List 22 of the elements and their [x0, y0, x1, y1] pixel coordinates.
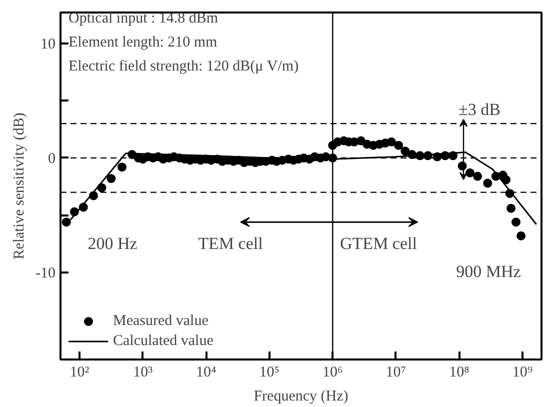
legend-label: Measured value — [113, 312, 208, 330]
x-tick-label: 10⁶ — [322, 364, 343, 380]
y-tick-label: -10 — [36, 265, 56, 282]
x-axis-title: Frequency (Hz) — [254, 388, 348, 404]
x-tick-label: 10⁷ — [386, 364, 406, 380]
annotation: GTEM cell — [340, 234, 418, 253]
x-tick-label: 10² — [70, 364, 90, 380]
x-tick-label: 10⁵ — [259, 364, 280, 380]
annotation: Electric field strength: 120 dB(μ V/m) — [68, 58, 299, 74]
x-tick-label: 10⁹ — [512, 364, 533, 380]
x-tick-label: 10⁴ — [196, 364, 216, 380]
legend-label: Calculated value — [113, 332, 214, 350]
annotation: Element length: 210 mm — [68, 34, 218, 50]
x-tick-label: 10³ — [133, 364, 154, 380]
annotation: 900 MHz — [456, 262, 522, 281]
x-tick-label: 10⁸ — [449, 364, 470, 380]
y-tick-label: 0 — [48, 150, 56, 167]
annotation: 200 Hz — [88, 234, 138, 253]
annotation: ±3 dB — [458, 100, 500, 119]
y-axis-title: Relative sensitivity (dB) — [12, 112, 28, 260]
y-tick-label: 10 — [40, 36, 56, 52]
annotation: TEM cell — [198, 234, 264, 253]
